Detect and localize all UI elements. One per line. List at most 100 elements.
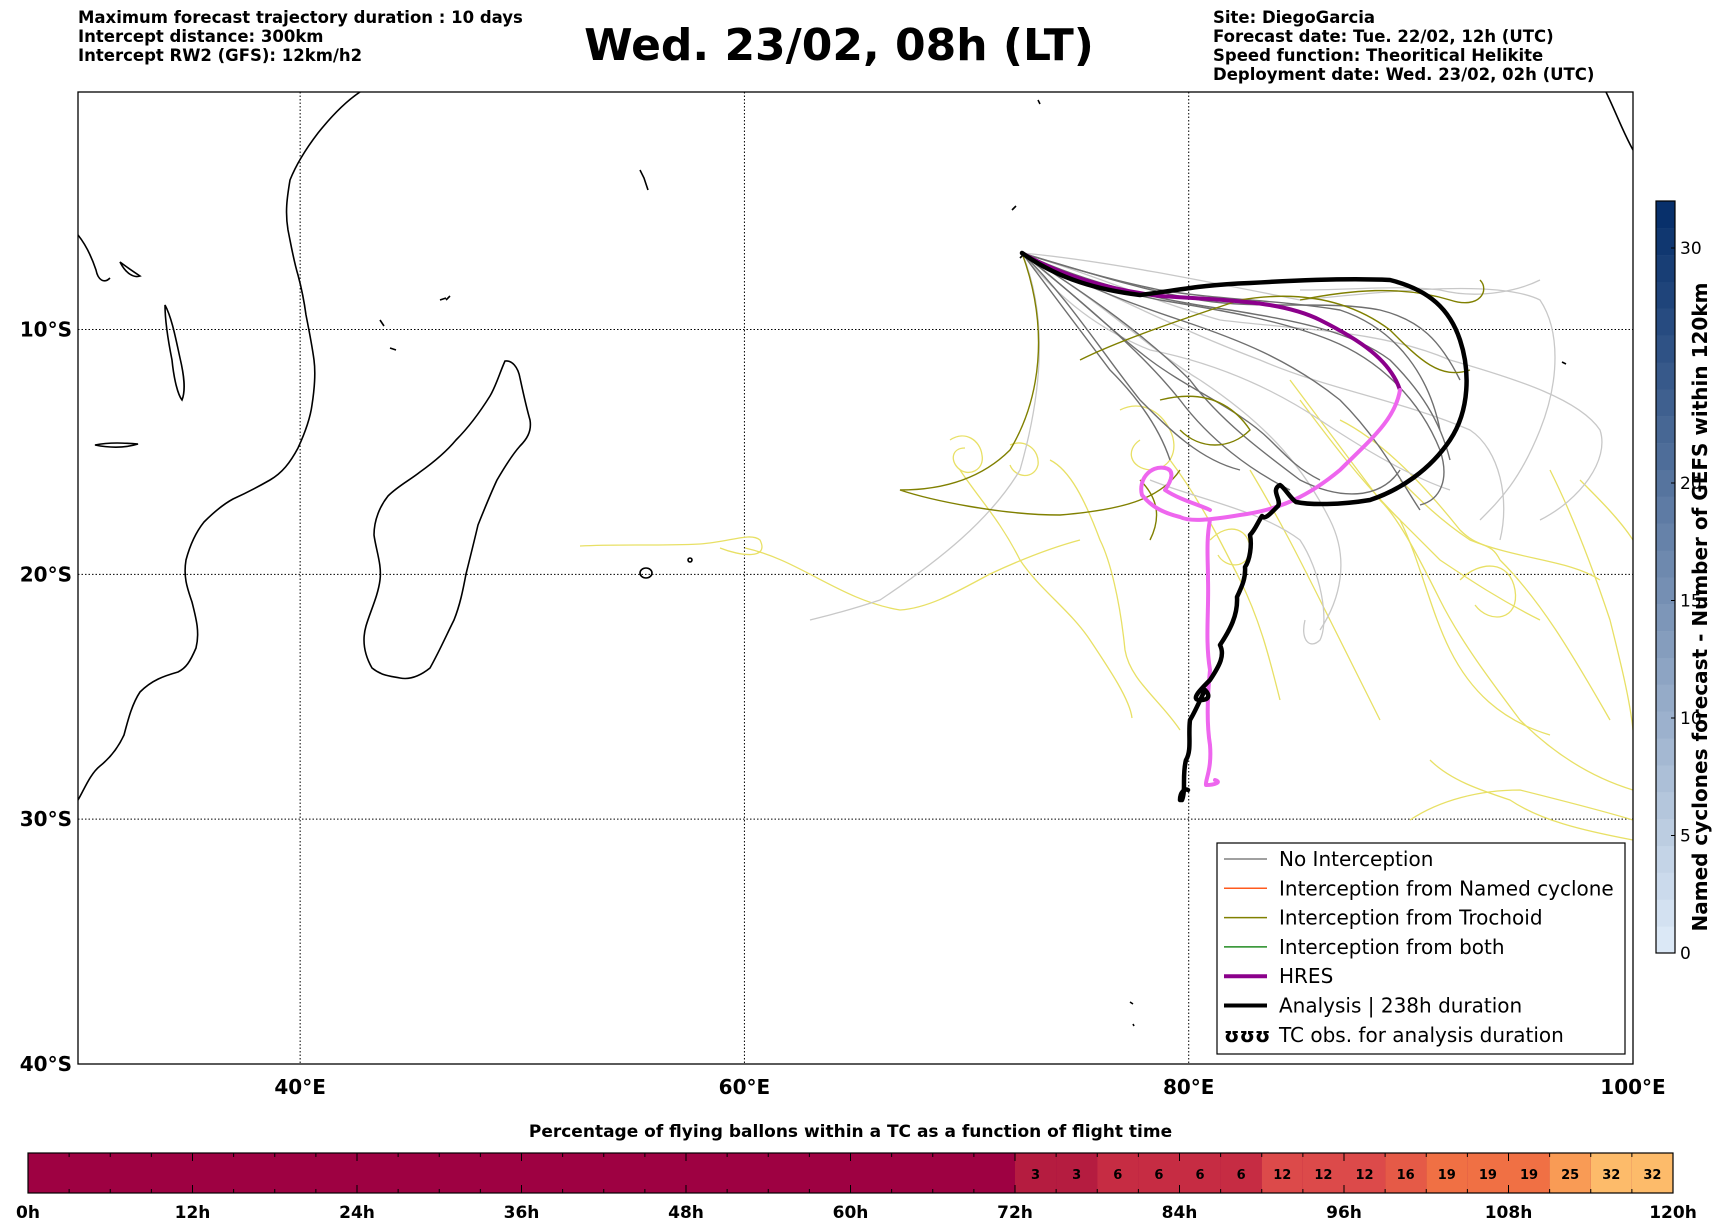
gray-track — [1021, 252, 1556, 521]
flight-time-label: 84h — [1162, 1203, 1198, 1223]
max-duration-text: Maximum forecast trajectory duration : 1… — [78, 8, 523, 27]
mauritius-island — [687, 557, 693, 563]
yellow-track — [1459, 565, 1517, 618]
colorbar-tick-label: 0 — [1680, 944, 1691, 964]
flight-bar-value: 12 — [1356, 1168, 1374, 1183]
legend-label: No Interception — [1279, 847, 1433, 871]
hres-track-purple — [1020, 251, 1402, 392]
colorbar-segment — [1656, 335, 1675, 363]
flight-bar-value: 12 — [1314, 1168, 1332, 1183]
colorbar-segment — [1656, 415, 1675, 444]
colorbar-segment — [1656, 738, 1675, 766]
colorbar-segment — [1656, 845, 1675, 873]
olive-track — [1139, 479, 1158, 541]
colorbar-segment — [1656, 818, 1675, 847]
flight-time-label: 0h — [16, 1203, 40, 1223]
legend: No Interception Interception from Named c… — [1216, 842, 1626, 1055]
intercept-rw2-text: Intercept RW2 (GFS): 12km/h2 — [78, 46, 363, 65]
colorbar-segment — [1656, 684, 1675, 712]
island-dots-2 — [1011, 99, 1567, 1027]
flight-time-label: 24h — [339, 1203, 375, 1223]
sumatra-coast — [1605, 92, 1633, 151]
speed-function-text: Speed function: Theoritical Helikite — [1213, 46, 1544, 65]
lake-outline — [164, 304, 185, 402]
flight-bar-segment — [1138, 1153, 1180, 1193]
lon-label: 80°E — [1163, 1075, 1215, 1099]
gray-track — [1021, 252, 1171, 461]
flight-bar-value: 12 — [1273, 1168, 1291, 1183]
forecast-date-text: Forecast date: Tue. 22/02, 12h (UTC) — [1213, 27, 1554, 46]
colorbar-segment — [1656, 362, 1675, 390]
lat-label: 20°S — [20, 562, 72, 586]
flight-bar-segment — [1097, 1153, 1139, 1193]
colorbar-border — [1655, 200, 1676, 954]
colorbar-segment — [1656, 630, 1675, 659]
flight-time-label: 48h — [668, 1203, 704, 1223]
yellow-track — [1399, 479, 1601, 581]
gray-track — [1021, 252, 1505, 541]
forecast-parameters: Maximum forecast trajectory duration : 1… — [78, 8, 523, 65]
flight-bar-value: 3 — [1072, 1168, 1081, 1183]
flight-bar-segment — [1385, 1153, 1427, 1193]
flight-bar-segment — [1508, 1153, 1550, 1193]
lon-label: 60°E — [719, 1075, 771, 1099]
flight-bar-segment — [1344, 1153, 1386, 1193]
flight-bar-value: 19 — [1520, 1168, 1538, 1183]
flight-time-label: 60h — [833, 1203, 869, 1223]
flight-bar-value: 6 — [1237, 1168, 1246, 1183]
yellow-track — [1549, 469, 1633, 731]
colorbar-segment — [1656, 603, 1675, 632]
flight-bar-segment — [1015, 1153, 1057, 1193]
coastline — [78, 92, 1633, 1027]
yellow-track — [744, 539, 1081, 611]
legend-label: Analysis | 238h duration — [1279, 994, 1522, 1018]
longitude-labels: 40°E 60°E 80°E 100°E — [274, 1075, 1665, 1099]
flight-time-label: 72h — [997, 1203, 1033, 1223]
colorbar-segment — [1656, 523, 1675, 551]
colorbar-segment — [1656, 872, 1675, 900]
yellow-track — [1049, 459, 1181, 731]
colorbar-segment — [1656, 577, 1675, 605]
yellow-track — [1339, 419, 1611, 721]
yellow-track — [1429, 759, 1633, 841]
island-small — [119, 261, 142, 278]
lat-label: 40°S — [20, 1052, 72, 1076]
lat-label: 30°S — [20, 807, 72, 831]
flight-bar-title: Percentage of flying ballons within a TC… — [528, 1122, 1173, 1142]
colorbar-title: Named cyclones forecast - Number of GEFS… — [1688, 282, 1712, 932]
flight-time-label: 120h — [1649, 1203, 1697, 1223]
lon-label: 40°E — [274, 1075, 326, 1099]
olive-trajectories — [899, 252, 1485, 541]
flight-bar-value: 25 — [1561, 1168, 1579, 1183]
colorbar-tick-label: 10 — [1680, 709, 1702, 729]
flight-bar-value: 6 — [1154, 1168, 1163, 1183]
flight-bar-value: 32 — [1643, 1168, 1661, 1183]
olive-track — [1299, 279, 1485, 304]
colorbar-segment — [1656, 281, 1675, 309]
legend-label: Interception from Named cyclone — [1279, 876, 1614, 900]
flight-bar-segment — [1056, 1153, 1098, 1193]
olive-track — [899, 252, 1181, 516]
yellow-track — [1299, 399, 1551, 736]
legend-label: HRES — [1279, 964, 1333, 988]
colorbar-tick-label: 30 — [1680, 239, 1702, 259]
flight-time-label: 36h — [504, 1203, 540, 1223]
colorbar-tick-label: 15 — [1680, 592, 1702, 612]
flight-bar-segment — [1426, 1153, 1468, 1193]
colorbar-tick-label: 20 — [1680, 474, 1702, 494]
flight-bar-value: 32 — [1602, 1168, 1620, 1183]
africa-coast — [78, 92, 361, 801]
flight-bar-segment — [1261, 1153, 1303, 1193]
site-info: Site: DiegoGarcia Forecast date: Tue. 22… — [1213, 8, 1594, 84]
flight-bar-value: 19 — [1438, 1168, 1456, 1183]
reunion-island — [639, 567, 653, 579]
flight-bar-value: 19 — [1479, 1168, 1497, 1183]
flight-time-label: 12h — [175, 1203, 211, 1223]
lon-label: 100°E — [1600, 1075, 1665, 1099]
colorbar-segment — [1656, 926, 1675, 954]
flight-bar-segment — [1179, 1153, 1221, 1193]
flight-bar-segment — [1302, 1153, 1344, 1193]
analysis-track-path — [1019, 250, 1469, 803]
colorbar-segment — [1656, 254, 1675, 283]
